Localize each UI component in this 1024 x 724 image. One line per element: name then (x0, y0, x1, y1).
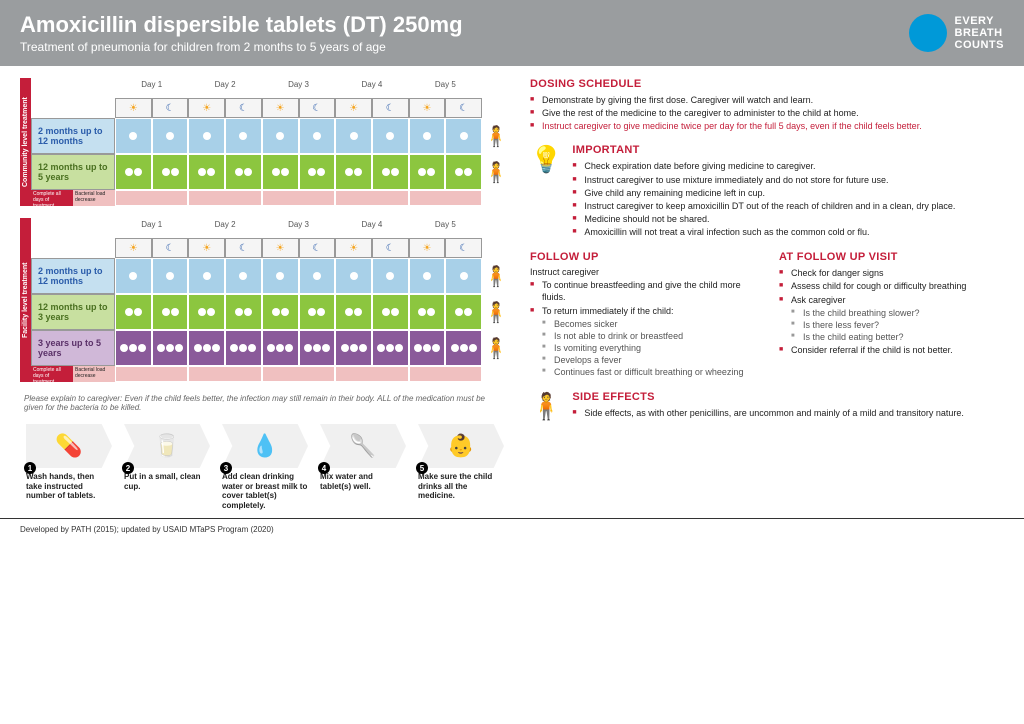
bullet-item: To return immediately if the child:Becom… (530, 305, 755, 379)
page-title: Amoxicillin dispersible tablets (DT) 250… (20, 12, 463, 38)
bullet-item: Instruct caregiver to keep amoxicillin D… (572, 200, 1004, 212)
bullet-item: Give the rest of the medicine to the car… (530, 107, 1004, 119)
age-group-label: 2 months up to 12 months (31, 118, 115, 154)
lightbulb-icon: 💡 (530, 144, 562, 239)
bullet-item: Instruct caregiver to give medicine twic… (530, 120, 1004, 132)
age-group-label: 12 months up to 3 years (31, 294, 115, 330)
child-icon: 🧍 (530, 391, 562, 422)
bullet-item: Medicine should not be shared. (572, 213, 1004, 225)
page-subtitle: Treatment of pneumonia for children from… (20, 40, 463, 54)
logo-icon (909, 14, 947, 52)
age-group-label: 12 months up to 5 years (31, 154, 115, 190)
person-icon: 🧍 (482, 330, 510, 366)
bullet-item: Give child any remaining medicine left i… (572, 187, 1004, 199)
sub-bullet: Becomes sicker (542, 318, 755, 330)
person-icon: 🧍 (482, 118, 510, 154)
section-title: IMPORTANT (572, 144, 1004, 156)
important-section: 💡 IMPORTANT Check expiration date before… (530, 144, 1004, 239)
bullet-item: Consider referral if the child is not be… (779, 344, 1004, 356)
bullet-item: Check expiration date before giving medi… (572, 160, 1004, 172)
prep-step: 💊1Wash hands, then take instructed numbe… (20, 420, 118, 514)
bullet-item: To continue breastfeeding and give the c… (530, 279, 755, 303)
bullet-item: Ask caregiverIs the child breathing slow… (779, 294, 1004, 344)
sub-bullet: Continues fast or difficult breathing or… (542, 366, 755, 378)
prep-step: 👶5Make sure the child drinks all the med… (412, 420, 510, 514)
section-title: SIDE EFFECTS (572, 391, 1004, 403)
header: Amoxicillin dispersible tablets (DT) 250… (0, 0, 1024, 66)
caregiver-note: Please explain to caregiver: Even if the… (20, 394, 510, 412)
schedule-side-label: Facility level treatment (20, 218, 31, 382)
prep-step: 💧3Add clean drinking water or breast mil… (216, 420, 314, 514)
bullet-item: Instruct caregiver to use mixture immedi… (572, 174, 1004, 186)
sub-bullet: Develops a fever (542, 354, 755, 366)
sub-bullet: Is the child eating better? (791, 331, 1004, 343)
person-icon: 🧍 (482, 154, 510, 190)
followup-section: FOLLOW UP Instruct caregiver To continue… (530, 251, 1004, 379)
sub-bullet: Is vomiting everything (542, 342, 755, 354)
footer: Developed by PATH (2015); updated by USA… (0, 518, 1024, 540)
logo: EVERY BREATH COUNTS (909, 14, 1004, 52)
bullet-item: Side effects, as with other penicillins,… (572, 407, 1004, 419)
sub-bullet: Is not able to drink or breastfeed (542, 330, 755, 342)
age-group-label: 2 months up to 12 months (31, 258, 115, 294)
age-group-label: 3 years up to 5 years (31, 330, 115, 366)
section-title: AT FOLLOW UP VISIT (779, 251, 1004, 263)
prep-step: 🥛2Put in a small, clean cup. (118, 420, 216, 514)
sub-bullet: Is the child breathing slower? (791, 307, 1004, 319)
preparation-steps: 💊1Wash hands, then take instructed numbe… (20, 420, 510, 514)
person-icon: 🧍 (482, 258, 510, 294)
section-title: DOSING SCHEDULE (530, 78, 1004, 90)
bullet-item: Check for danger signs (779, 267, 1004, 279)
right-column: DOSING SCHEDULE Demonstrate by giving th… (530, 78, 1004, 514)
left-column: Community level treatmentDay 1Day 2Day 3… (20, 78, 510, 514)
bullet-item: Demonstrate by giving the first dose. Ca… (530, 94, 1004, 106)
dosing-section: DOSING SCHEDULE Demonstrate by giving th… (530, 78, 1004, 132)
bullet-item: Amoxicillin will not treat a viral infec… (572, 226, 1004, 238)
bullet-item: Assess child for cough or difficulty bre… (779, 280, 1004, 292)
prep-step: 🥄4Mix water and tablet(s) well. (314, 420, 412, 514)
schedule-side-label: Community level treatment (20, 78, 31, 206)
section-title: FOLLOW UP (530, 251, 755, 263)
person-icon: 🧍 (482, 294, 510, 330)
sub-bullet: Is there less fever? (791, 319, 1004, 331)
side-effects-section: 🧍 SIDE EFFECTS Side effects, as with oth… (530, 391, 1004, 422)
